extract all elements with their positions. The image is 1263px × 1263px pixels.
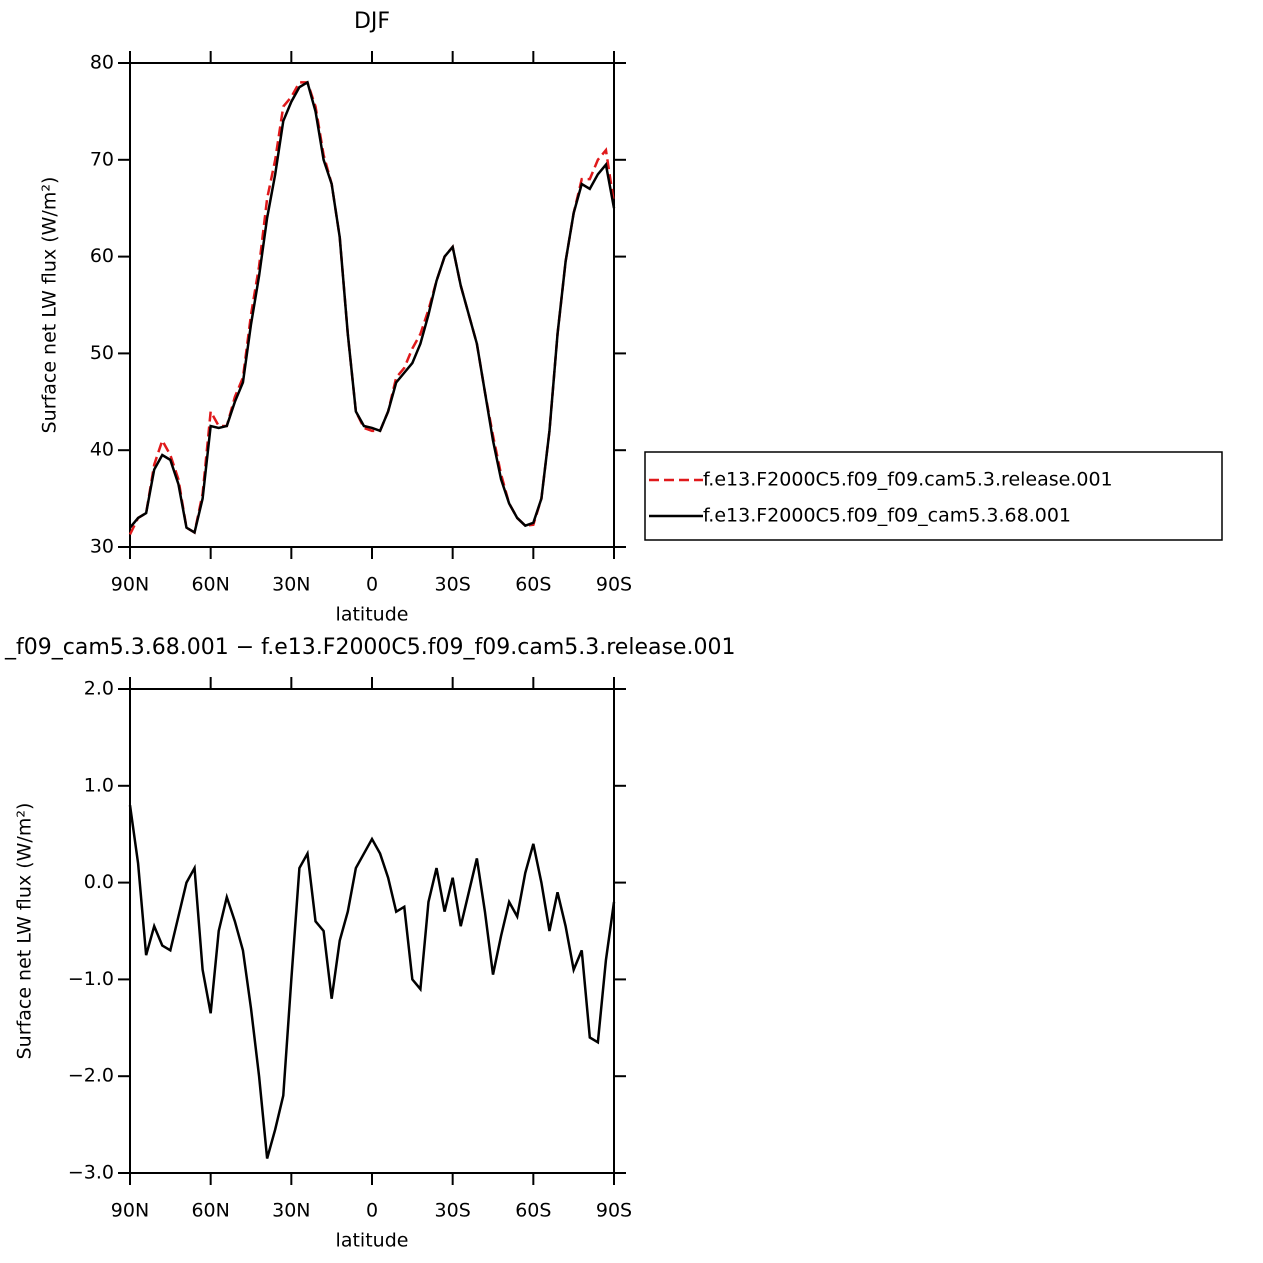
y-tick-label: 30 bbox=[90, 536, 114, 558]
plot-frame bbox=[129, 688, 615, 1174]
x-tick-label: 90S bbox=[596, 574, 632, 596]
x-tick-label: 30S bbox=[435, 574, 471, 596]
x-tick-label: 60N bbox=[191, 1200, 229, 1222]
y-tick-label: 70 bbox=[90, 148, 114, 170]
data-line bbox=[128, 804, 616, 1159]
legend: f.e13.F2000C5.f09_f09.cam5.3.release.001… bbox=[644, 451, 1223, 541]
data-line bbox=[129, 80, 616, 535]
x-tick-label: 60N bbox=[191, 574, 229, 596]
y-tick-label: 50 bbox=[90, 342, 114, 364]
x-tick-label: 0 bbox=[366, 574, 378, 596]
x-tick-label: 90S bbox=[596, 1200, 632, 1222]
chart-title: _f09_cam5.3.68.001 − f.e13.F2000C5.f09_f… bbox=[4, 635, 735, 660]
legend-box bbox=[644, 451, 1223, 541]
x-tick-label: 60S bbox=[515, 574, 551, 596]
y-axis-label: Surface net LW flux (W/m²) bbox=[39, 177, 61, 434]
plot-frame bbox=[129, 62, 615, 548]
data-line bbox=[128, 81, 616, 535]
x-tick-label: 30N bbox=[272, 574, 310, 596]
y-tick-label: 2.0 bbox=[84, 678, 114, 700]
x-axis-label: latitude bbox=[336, 1230, 409, 1252]
y-tick-label: −3.0 bbox=[68, 1162, 114, 1184]
x-tick-label: 30S bbox=[435, 1200, 471, 1222]
chart-title: DJF bbox=[354, 9, 390, 34]
legend-label: f.e13.F2000C5.f09_f09.cam5.3.release.001 bbox=[703, 469, 1113, 491]
x-axis-label: latitude bbox=[336, 604, 409, 626]
y-tick-label: 0.0 bbox=[84, 871, 114, 893]
legend-label: f.e13.F2000C5.f09_f09_cam5.3.68.001 bbox=[703, 505, 1071, 527]
x-tick-label: 0 bbox=[366, 1200, 378, 1222]
y-tick-label: 80 bbox=[90, 52, 114, 74]
y-tick-label: 1.0 bbox=[84, 774, 114, 796]
y-tick-label: 60 bbox=[90, 245, 114, 267]
x-tick-label: 30N bbox=[272, 1200, 310, 1222]
x-tick-label: 90N bbox=[111, 1200, 149, 1222]
x-tick-label: 90N bbox=[111, 574, 149, 596]
y-tick-label: 40 bbox=[90, 439, 114, 461]
y-axis-label: Surface net LW flux (W/m²) bbox=[14, 803, 36, 1060]
y-tick-label: −1.0 bbox=[68, 968, 114, 990]
x-tick-label: 60S bbox=[515, 1200, 551, 1222]
y-tick-label: −2.0 bbox=[68, 1065, 114, 1087]
